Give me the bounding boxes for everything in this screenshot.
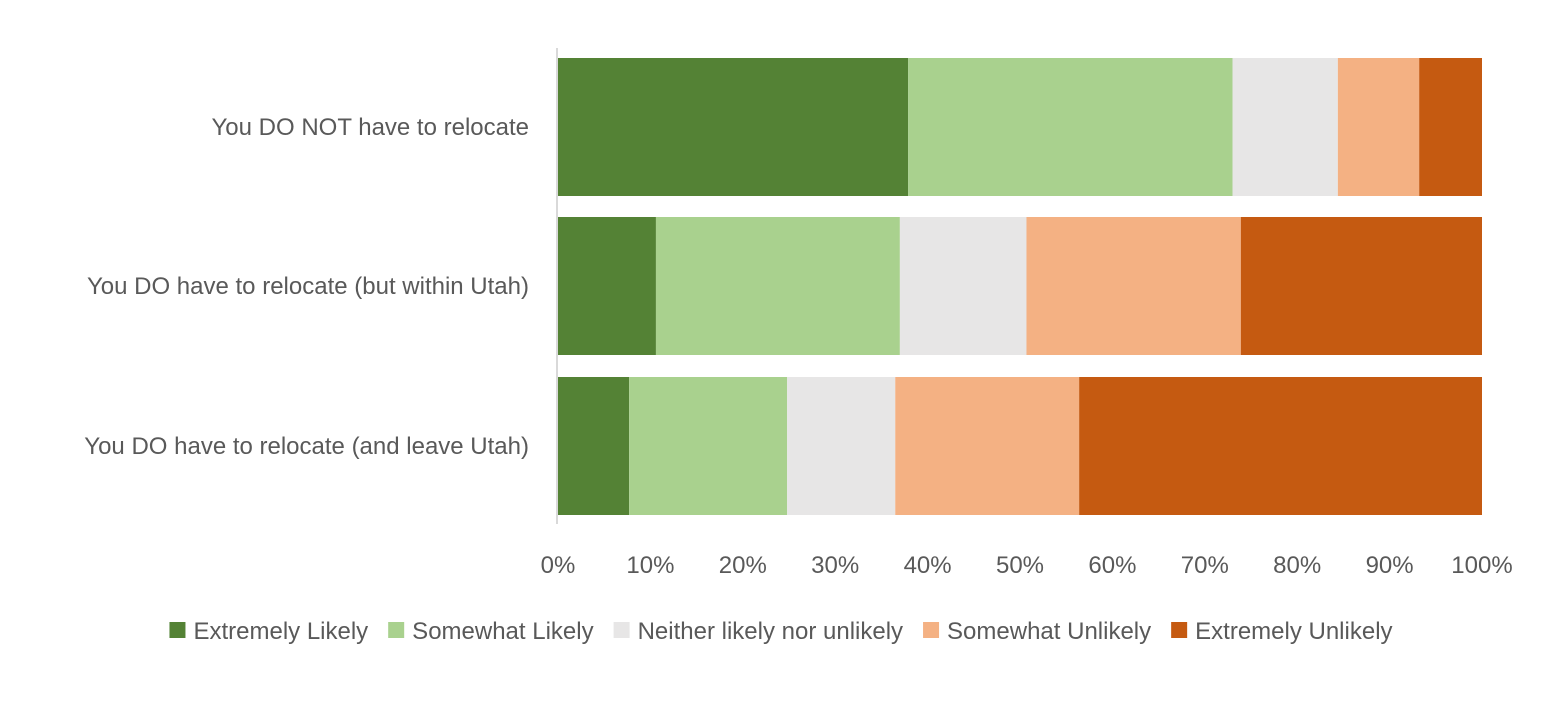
legend-label: Somewhat Likely <box>412 618 593 645</box>
bar-segment-neither-likely-nor-unlikely-row-2 <box>899 217 1027 355</box>
bar-segment-somewhat-unlikely-row-2 <box>1026 217 1241 355</box>
bar-segment-somewhat-unlikely-row-1 <box>1337 58 1420 196</box>
legend-label: Neither likely nor unlikely <box>638 618 903 645</box>
x-tick-label: 50% <box>996 552 1044 579</box>
bar-segment-somewhat-likely-row-2 <box>655 217 900 355</box>
legend-item-neither-likely-nor-unlikely: Neither likely nor unlikely <box>613 618 903 645</box>
legend-swatch <box>923 622 940 638</box>
category-label: You DO have to relocate (but within Utah… <box>87 273 529 300</box>
category-labels: You DO NOT have to relocate You DO have t… <box>84 114 529 460</box>
legend-item-somewhat-likely: Somewhat Likely <box>388 618 594 645</box>
x-tick-label: 30% <box>811 552 859 579</box>
x-tick-label: 20% <box>719 552 767 579</box>
x-tick-label: 70% <box>1181 552 1229 579</box>
bar-segment-extremely-likely-row-1 <box>558 58 909 196</box>
legend-swatch <box>169 622 186 638</box>
x-tick-label: 10% <box>626 552 674 579</box>
legend-item-extremely-unlikely: Extremely Unlikely <box>1171 618 1393 645</box>
bar-segment-neither-likely-nor-unlikely-row-3 <box>787 377 896 515</box>
legend-label: Somewhat Unlikely <box>947 618 1151 645</box>
bar-segment-extremely-unlikely-row-3 <box>1079 377 1482 515</box>
bar-segment-extremely-likely-row-2 <box>558 217 656 355</box>
legend-swatch <box>613 622 630 638</box>
bar-segment-somewhat-likely-row-1 <box>908 58 1233 196</box>
x-tick-label: 0% <box>541 552 576 579</box>
bar-segment-extremely-unlikely-row-2 <box>1240 217 1482 355</box>
bar-segment-extremely-likely-row-3 <box>558 377 630 515</box>
legend-label: Extremely Unlikely <box>1195 618 1392 645</box>
category-label: You DO NOT have to relocate <box>211 114 529 141</box>
bar-segment-neither-likely-nor-unlikely-row-1 <box>1232 58 1338 196</box>
category-label: You DO have to relocate (and leave Utah) <box>84 433 529 460</box>
legend-label: Extremely Likely <box>193 618 368 645</box>
bar-segment-somewhat-unlikely-row-3 <box>895 377 1080 515</box>
x-axis-tick-labels: 0% 10% 20% 30% 40% 50% 60% 70% 80% 90% 100% <box>541 552 1513 579</box>
legend-item-somewhat-unlikely: Somewhat Unlikely <box>923 618 1151 645</box>
legend: Extremely Likely Somewhat Likely Neither l… <box>169 618 1393 645</box>
x-tick-label: 60% <box>1088 552 1136 579</box>
x-tick-label: 100% <box>1451 552 1512 579</box>
legend-swatch <box>388 622 405 638</box>
bar-segment-extremely-unlikely-row-1 <box>1419 58 1482 196</box>
x-tick-label: 80% <box>1273 552 1321 579</box>
x-tick-label: 40% <box>904 552 952 579</box>
legend-item-extremely-likely: Extremely Likely <box>169 618 368 645</box>
bars-layer <box>558 58 1482 515</box>
legend-swatch <box>1171 622 1188 638</box>
bar-segment-somewhat-likely-row-3 <box>629 377 788 515</box>
x-tick-label: 90% <box>1366 552 1414 579</box>
